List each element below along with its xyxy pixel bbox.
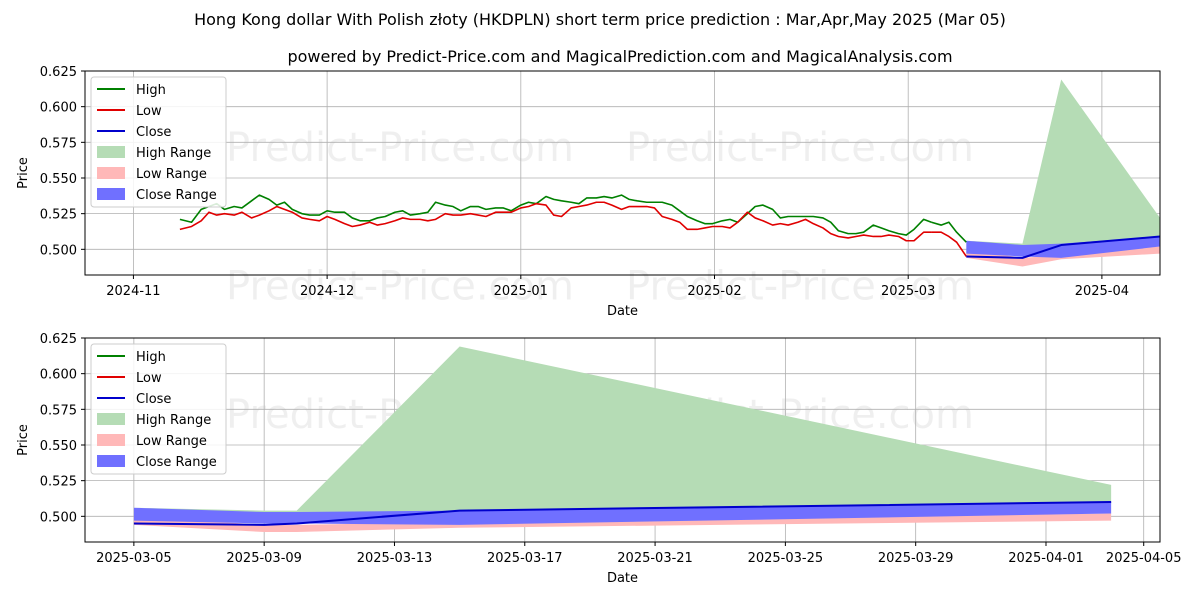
- x-tick-label: 2025-03-09: [226, 551, 302, 566]
- y-tick-label: 0.500: [40, 243, 77, 258]
- plot-frame: [84, 337, 1161, 543]
- high-range-area: [133, 346, 1112, 514]
- x-tick-label: 2025-03-21: [617, 551, 693, 566]
- legend-label: Close Range: [136, 455, 217, 470]
- legend: High Low Close High Range Low Range Close Ran…: [90, 76, 227, 208]
- y-axis-label: Price: [16, 157, 31, 189]
- legend-label: High: [136, 350, 166, 365]
- x-tick-label: 2025-01: [494, 284, 548, 299]
- high-series-tail: [931, 221, 967, 243]
- y-tick-label: 0.500: [40, 510, 77, 525]
- legend-swatch: [97, 413, 125, 425]
- watermark: Predict-Price.com: [626, 125, 974, 171]
- x-tick-label: 2024-12: [300, 284, 354, 299]
- forecast-panel: Predict-Price.comPredict-Price.com2025-0…: [16, 332, 1181, 586]
- x-tick-label: 2025-03-17: [487, 551, 563, 566]
- x-tick-label: 2025-03-25: [748, 551, 824, 566]
- x-axis-label: Date: [607, 304, 638, 319]
- legend-swatch: [97, 188, 125, 200]
- watermark: Predict-Price.com: [226, 263, 574, 309]
- legend: High Low Close High Range Low Range Close Ran…: [90, 343, 227, 475]
- close-range-area: [966, 236, 1160, 258]
- x-tick-label: 2025-04-01: [1008, 551, 1084, 566]
- x-tick-label: 2025-03-13: [357, 551, 433, 566]
- y-axis-label: Price: [16, 424, 31, 456]
- legend-swatch: [97, 455, 125, 467]
- x-tick-label: 2025-03: [881, 284, 935, 299]
- x-tick-label: 2025-03-05: [96, 551, 172, 566]
- y-tick-label: 0.600: [40, 368, 77, 383]
- close-range-area: [133, 502, 1112, 525]
- x-tick-label: 2024-11: [106, 284, 160, 299]
- legend-label: High Range: [136, 146, 211, 161]
- y-tick-label: 0.575: [40, 136, 77, 151]
- legend-swatch: [97, 146, 125, 158]
- legend-label: Low Range: [136, 434, 207, 449]
- watermark: Predict-Price.com: [226, 125, 574, 171]
- legend-label: Close Range: [136, 188, 217, 203]
- y-tick-label: 0.625: [40, 332, 77, 347]
- low-series-line: [179, 201, 932, 242]
- close-series-line: [966, 235, 1161, 259]
- legend-label: Low Range: [136, 167, 207, 182]
- y-tick-label: 0.525: [40, 208, 77, 223]
- close-series-line: [133, 501, 1112, 526]
- x-tick-label: 2025-02: [687, 284, 741, 299]
- low-series-tail: [931, 231, 967, 257]
- y-tick-label: 0.575: [40, 403, 77, 418]
- y-tick-label: 0.550: [40, 172, 77, 187]
- plot-frame: [84, 70, 1161, 276]
- overview-panel: Predict-Price.com Predict-Price.com Predic…: [16, 65, 1161, 319]
- chart-title: Hong Kong dollar With Polish złoty (HKDP…: [194, 10, 1006, 29]
- legend-label: Close: [136, 392, 171, 407]
- legend-label: Low: [136, 371, 162, 386]
- y-tick-label: 0.600: [40, 101, 77, 116]
- low-range-area: [133, 513, 1112, 533]
- legend-swatch: [97, 167, 125, 179]
- y-tick-label: 0.550: [40, 439, 77, 454]
- x-tick-label: 2025-04-05: [1106, 551, 1182, 566]
- high-range-area: [966, 79, 1160, 247]
- high-series-line: [179, 194, 932, 236]
- chart-subtitle: powered by Predict-Price.com and Magical…: [287, 47, 952, 66]
- legend-label: High Range: [136, 413, 211, 428]
- x-tick-label: 2025-04: [1075, 284, 1129, 299]
- y-tick-label: 0.525: [40, 475, 77, 490]
- legend-swatch: [97, 434, 125, 446]
- x-tick-label: 2025-03-29: [878, 551, 954, 566]
- legend-label: Close: [136, 125, 171, 140]
- watermark: Predict-Price.com: [626, 263, 974, 309]
- y-tick-label: 0.625: [40, 65, 77, 80]
- x-axis-label: Date: [607, 571, 638, 586]
- legend-label: High: [136, 83, 166, 98]
- legend-label: Low: [136, 104, 162, 119]
